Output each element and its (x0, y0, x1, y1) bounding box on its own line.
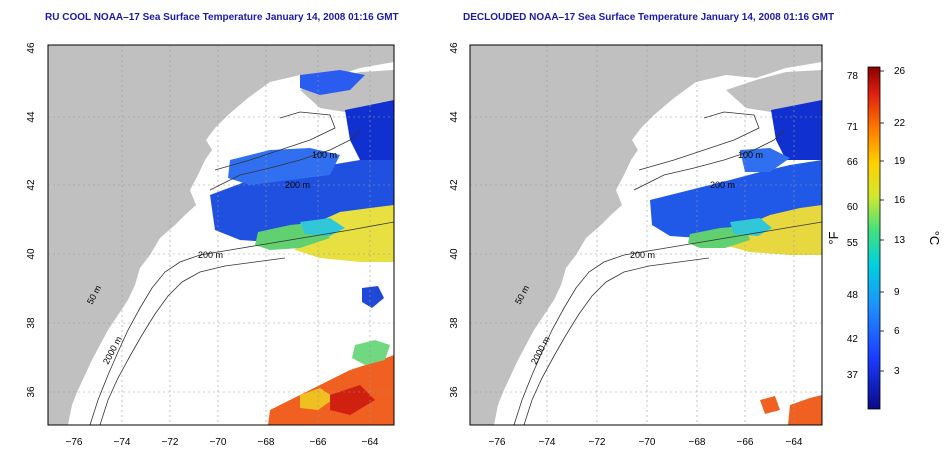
left-lon-axis: −76 −74 −72 −70 −68 −66 −64 (66, 437, 379, 448)
c-tick-label: 3 (894, 366, 900, 377)
left-sst-gulf-stream (268, 355, 394, 425)
right-panel-title: DECLOUDED NOAA–17 Sea Surface Temperatur… (463, 12, 835, 23)
f-tick-label: 42 (847, 334, 859, 345)
c-tick-label: 26 (894, 66, 906, 77)
lat-tick-label: 44 (449, 111, 460, 123)
colorbar-gradient (867, 66, 881, 410)
lon-tick-label: −68 (258, 437, 275, 448)
left-contour-label: 2000 m (101, 335, 124, 366)
f-tick-label: 60 (847, 202, 859, 213)
temperature-colorbar: 78 71 66 60 55 48 42 37 26 22 19 16 13 9… (826, 66, 942, 410)
left-contour-label: 100 m (312, 150, 337, 160)
lon-tick-label: −72 (162, 437, 179, 448)
colorbar-celsius-ticks: 26 22 19 16 13 9 6 3 (894, 66, 906, 377)
left-panel-title: RU COOL NOAA–17 Sea Surface Temperature … (45, 12, 399, 23)
right-contour-label: 100 m (738, 150, 763, 160)
lat-tick-label: 36 (449, 386, 460, 398)
lon-tick-label: −70 (639, 437, 656, 448)
right-contour-label: 200 m (710, 180, 735, 190)
left-contour-label: 200 m (285, 180, 310, 190)
lon-tick-label: −74 (114, 437, 131, 448)
c-tick-label: 19 (894, 156, 906, 167)
f-tick-label: 37 (847, 370, 859, 381)
c-tick-label: 6 (894, 326, 900, 337)
left-sst-deep-blue (345, 100, 394, 160)
lon-tick-label: −64 (786, 437, 803, 448)
lon-tick-label: −76 (66, 437, 83, 448)
c-tick-label: 9 (894, 287, 900, 298)
c-tick-label: 22 (894, 118, 906, 129)
lat-tick-label: 46 (449, 42, 460, 54)
lat-tick-label: 44 (26, 111, 37, 123)
right-map-frame (469, 44, 823, 426)
lon-tick-label: −66 (310, 437, 327, 448)
left-sst-blue-patch (300, 70, 365, 95)
f-tick-label: 66 (847, 157, 859, 168)
lon-tick-label: −66 (737, 437, 754, 448)
right-contour-label: 200 m (630, 250, 655, 260)
f-tick-label: 48 (847, 290, 859, 301)
lon-tick-label: −72 (589, 437, 606, 448)
lat-tick-label: 42 (26, 179, 37, 191)
right-lat-axis: 46 44 42 40 38 36 (449, 42, 460, 398)
right-lon-axis: −76 −74 −72 −70 −68 −66 −64 (489, 437, 803, 448)
left-contour-label: 200 m (198, 250, 223, 260)
right-map-panel: 100 m 200 m 200 m 50 m 2000 m 46 44 42 4… (449, 42, 823, 448)
c-tick-label: 13 (894, 235, 906, 246)
right-sst-gulf-stream (788, 395, 822, 425)
lat-tick-label: 38 (449, 317, 460, 329)
right-sst-deep-blue (771, 100, 822, 160)
f-tick-label: 55 (847, 238, 859, 249)
right-bathymetry-contours (513, 111, 822, 425)
lon-tick-label: −76 (489, 437, 506, 448)
lat-tick-label: 42 (449, 179, 460, 191)
right-sst-mid-blue (740, 148, 790, 172)
lon-tick-label: −70 (210, 437, 227, 448)
lat-tick-label: 40 (26, 248, 37, 260)
lon-tick-label: −68 (689, 437, 706, 448)
colorbar-fahrenheit-label: °F (826, 231, 841, 244)
left-map-panel: 100 m 200 m 200 m 50 m 2000 m 46 44 42 4… (26, 42, 395, 448)
f-tick-label: 78 (847, 71, 859, 82)
left-land-mass (48, 45, 394, 425)
left-sst-offshore-blue (362, 286, 384, 308)
f-tick-label: 71 (847, 122, 859, 133)
lon-tick-label: −64 (362, 437, 379, 448)
lat-tick-label: 46 (26, 42, 37, 54)
left-sst-gulf-stream-red (330, 385, 375, 415)
right-sst-cyan-front (730, 218, 772, 236)
left-lat-axis: 46 44 42 40 38 36 (26, 42, 37, 398)
left-sst-gulf-stream-green (352, 340, 390, 365)
left-sst-gulf-stream-yellow (300, 388, 335, 410)
right-contour-label: 2000 m (529, 335, 552, 366)
left-nova-scotia-land (300, 70, 394, 112)
left-sst-warm-band (295, 205, 394, 262)
left-sst-mid-blue (228, 148, 340, 185)
left-bathymetry-contours (89, 111, 394, 425)
lat-tick-label: 36 (26, 386, 37, 398)
c-tick-label: 16 (894, 195, 906, 206)
colorbar-celsius-label: °C (927, 231, 942, 246)
right-sst-gulf-stream-patch (760, 396, 780, 414)
colorbar-fahrenheit-ticks: 78 71 66 60 55 48 42 37 (847, 71, 859, 381)
lat-tick-label: 38 (26, 317, 37, 329)
lon-tick-label: −74 (539, 437, 556, 448)
right-nova-scotia-land (726, 70, 822, 112)
left-sst-cyan-front (300, 218, 345, 236)
right-land-mass (470, 45, 822, 425)
lat-tick-label: 40 (449, 248, 460, 260)
left-map-frame (47, 44, 395, 426)
